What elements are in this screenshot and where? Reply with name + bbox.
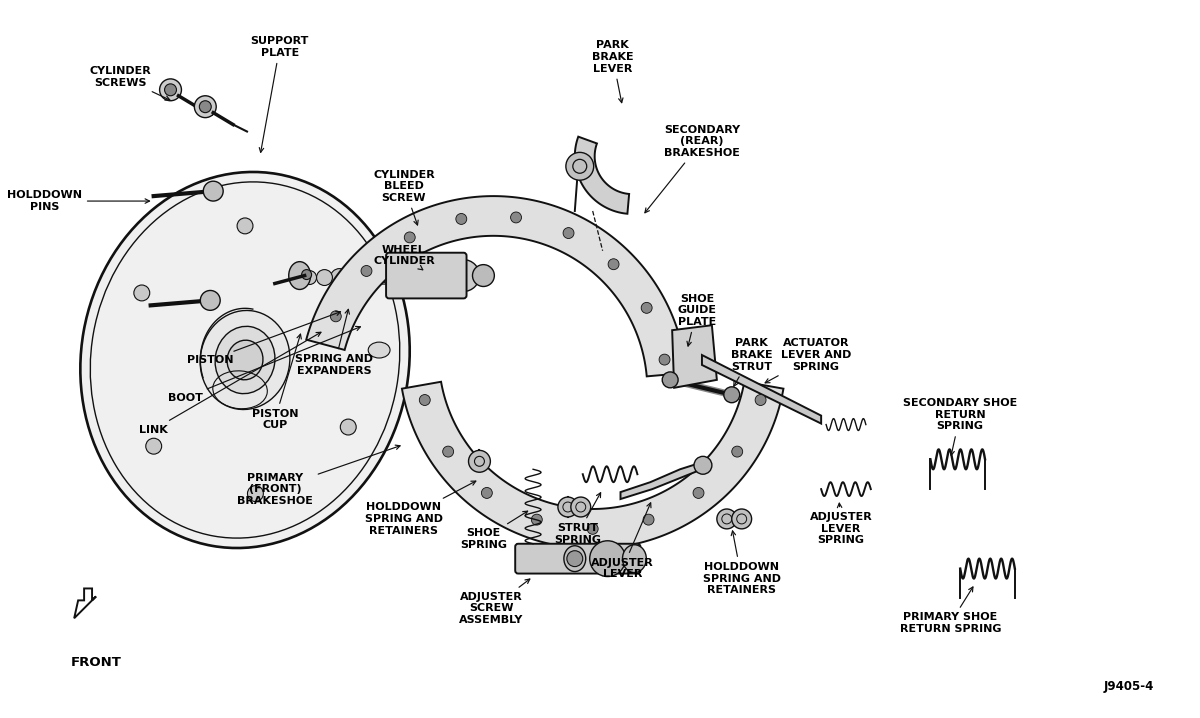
Text: HOLDDOWN
SPRING AND
RETAINERS: HOLDDOWN SPRING AND RETAINERS xyxy=(365,481,476,536)
Circle shape xyxy=(566,551,583,567)
Text: STRUT
SPRING: STRUT SPRING xyxy=(554,493,601,545)
Circle shape xyxy=(330,269,348,286)
Ellipse shape xyxy=(200,310,290,409)
Circle shape xyxy=(330,311,341,322)
Text: CYLINDER
BLEED
SCREW: CYLINDER BLEED SCREW xyxy=(373,169,434,225)
Text: ADJUSTER
LEVER
SPRING: ADJUSTER LEVER SPRING xyxy=(810,503,872,546)
Circle shape xyxy=(410,217,427,235)
Text: LINK: LINK xyxy=(139,332,320,434)
Circle shape xyxy=(587,523,598,534)
Circle shape xyxy=(468,450,491,472)
Text: SECONDARY SHOE
RETURN
SPRING: SECONDARY SHOE RETURN SPRING xyxy=(904,398,1018,455)
Text: CYLINDER
SCREWS: CYLINDER SCREWS xyxy=(90,66,169,100)
Text: HOLDDOWN
SPRING AND
RETAINERS: HOLDDOWN SPRING AND RETAINERS xyxy=(703,531,781,595)
Circle shape xyxy=(134,285,150,301)
Circle shape xyxy=(716,509,737,529)
Circle shape xyxy=(404,232,415,243)
Circle shape xyxy=(160,79,181,101)
Ellipse shape xyxy=(623,545,647,572)
Text: PISTON: PISTON xyxy=(187,311,341,365)
Text: BOOT: BOOT xyxy=(168,327,360,403)
Circle shape xyxy=(641,302,652,313)
Text: SHOE
SPRING: SHOE SPRING xyxy=(460,511,528,549)
Circle shape xyxy=(380,267,397,284)
Text: FRONT: FRONT xyxy=(71,656,122,669)
Circle shape xyxy=(659,354,670,365)
Circle shape xyxy=(164,84,176,95)
Circle shape xyxy=(724,387,739,403)
FancyBboxPatch shape xyxy=(386,253,467,299)
Text: ADJUSTER
SCREW
ASSEMBLY: ADJUSTER SCREW ASSEMBLY xyxy=(460,579,530,625)
Circle shape xyxy=(732,446,743,457)
Circle shape xyxy=(199,101,211,113)
Text: PISTON
CUP: PISTON CUP xyxy=(252,334,301,430)
Ellipse shape xyxy=(215,327,275,393)
Polygon shape xyxy=(306,196,686,376)
Circle shape xyxy=(419,395,431,406)
Circle shape xyxy=(662,372,678,388)
Circle shape xyxy=(608,258,619,270)
Circle shape xyxy=(473,265,494,286)
Circle shape xyxy=(571,497,590,517)
Polygon shape xyxy=(672,325,716,388)
Text: PARK
BRAKE
LEVER: PARK BRAKE LEVER xyxy=(592,40,634,103)
Circle shape xyxy=(370,266,388,284)
Text: HOLDDOWN
PINS: HOLDDOWN PINS xyxy=(7,190,150,212)
Circle shape xyxy=(344,268,365,287)
Text: SECONDARY
(REAR)
BRAKESHOE: SECONDARY (REAR) BRAKESHOE xyxy=(644,125,740,213)
Text: PARK
BRAKE
STRUT: PARK BRAKE STRUT xyxy=(731,338,773,386)
Circle shape xyxy=(510,212,522,223)
Text: WHEEL
CYLINDER: WHEEL CYLINDER xyxy=(373,245,434,270)
Circle shape xyxy=(443,446,454,457)
Circle shape xyxy=(376,267,392,284)
Circle shape xyxy=(317,269,332,286)
Text: ADJUSTER
LEVER: ADJUSTER LEVER xyxy=(592,503,654,579)
Circle shape xyxy=(238,218,253,234)
Circle shape xyxy=(194,95,216,118)
Ellipse shape xyxy=(289,261,311,289)
Circle shape xyxy=(302,271,317,284)
Circle shape xyxy=(732,509,751,529)
Circle shape xyxy=(203,181,223,201)
Circle shape xyxy=(247,485,263,502)
Circle shape xyxy=(391,268,407,284)
Circle shape xyxy=(386,268,402,284)
Text: SUPPORT
PLATE: SUPPORT PLATE xyxy=(251,37,308,152)
Circle shape xyxy=(755,395,766,406)
Circle shape xyxy=(301,269,312,279)
Text: ACTUATOR
LEVER AND
SPRING: ACTUATOR LEVER AND SPRING xyxy=(766,338,851,383)
Polygon shape xyxy=(74,589,96,618)
Circle shape xyxy=(456,213,467,225)
Polygon shape xyxy=(402,382,784,549)
Text: PRIMARY SHOE
RETURN SPRING: PRIMARY SHOE RETURN SPRING xyxy=(900,587,1001,634)
Circle shape xyxy=(694,457,712,474)
Circle shape xyxy=(341,285,356,301)
FancyBboxPatch shape xyxy=(515,544,641,574)
Circle shape xyxy=(448,260,480,292)
Circle shape xyxy=(563,228,574,238)
Circle shape xyxy=(200,291,220,310)
Polygon shape xyxy=(702,355,821,424)
Circle shape xyxy=(145,438,162,454)
Polygon shape xyxy=(620,462,702,499)
Text: SHOE
GUIDE
PLATE: SHOE GUIDE PLATE xyxy=(678,294,716,346)
Ellipse shape xyxy=(80,172,409,548)
Polygon shape xyxy=(575,136,629,214)
Circle shape xyxy=(341,419,356,435)
Circle shape xyxy=(566,152,594,180)
Ellipse shape xyxy=(368,342,390,358)
Ellipse shape xyxy=(227,340,263,380)
Circle shape xyxy=(361,266,372,276)
Circle shape xyxy=(643,514,654,525)
Circle shape xyxy=(558,497,577,517)
Circle shape xyxy=(694,488,704,498)
Circle shape xyxy=(481,488,492,498)
Text: SPRING AND
EXPANDERS: SPRING AND EXPANDERS xyxy=(295,309,373,376)
Ellipse shape xyxy=(564,546,586,572)
Text: J9405-4: J9405-4 xyxy=(1104,680,1154,693)
Circle shape xyxy=(589,541,625,577)
Text: PRIMARY
(FRONT)
BRAKESHOE: PRIMARY (FRONT) BRAKESHOE xyxy=(236,445,400,505)
Circle shape xyxy=(532,514,542,525)
